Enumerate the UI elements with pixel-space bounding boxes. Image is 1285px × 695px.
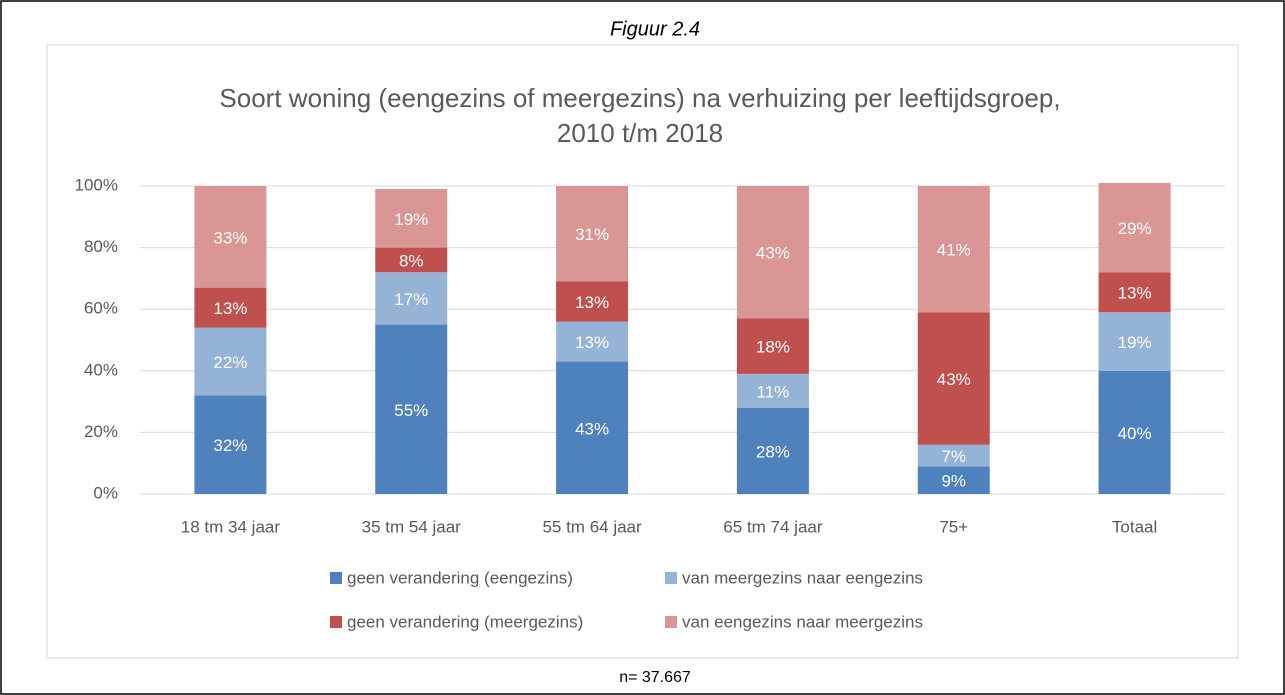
data-label: 13% — [575, 293, 609, 312]
bar-segment — [1098, 272, 1171, 313]
data-label: 8% — [399, 251, 424, 270]
data-label: 19% — [1118, 333, 1152, 352]
bar-segment — [194, 327, 267, 396]
bar-segment — [194, 287, 267, 328]
bar-segment — [1098, 370, 1171, 494]
data-label: 43% — [575, 419, 609, 438]
data-label: 41% — [937, 241, 971, 260]
legend-label: van meergezins naar eengezins — [682, 568, 923, 587]
bar-segment — [917, 312, 990, 445]
legend-label: van eengezins naar meergezins — [682, 612, 923, 631]
x-tick-label: Totaal — [1112, 517, 1157, 536]
data-label: 40% — [1118, 424, 1152, 443]
legend-swatch — [665, 616, 677, 628]
bar-segment — [375, 189, 448, 248]
data-label: 13% — [1118, 284, 1152, 303]
x-tick-label: 35 tm 54 jaar — [362, 517, 462, 536]
data-label: 22% — [213, 353, 247, 372]
legend-swatch — [665, 572, 677, 584]
y-tick-label: 100% — [75, 175, 118, 194]
bar-segment — [194, 186, 267, 288]
y-tick-label: 60% — [84, 299, 118, 318]
bar-segment — [1098, 312, 1171, 371]
bar-segment — [375, 247, 448, 273]
y-tick-label: 0% — [93, 483, 118, 502]
data-label: 31% — [575, 225, 609, 244]
bar-segment — [556, 361, 629, 494]
data-label: 32% — [213, 436, 247, 455]
x-tick-label: 75+ — [939, 517, 968, 536]
data-label: 29% — [1118, 219, 1152, 238]
figure-label: Figuur 2.4 — [610, 18, 700, 40]
data-label: 43% — [937, 370, 971, 389]
chart-title: 2010 t/m 2018 — [557, 118, 723, 148]
data-label: 13% — [213, 299, 247, 318]
legend-swatch — [330, 616, 342, 628]
chart-title: Soort woning (eengezins of meergezins) n… — [219, 83, 1060, 113]
data-label: 11% — [757, 382, 790, 401]
data-label: 18% — [756, 338, 790, 357]
data-label: 33% — [213, 228, 247, 247]
bar-segment — [556, 321, 629, 362]
y-tick-label: 20% — [84, 422, 118, 441]
data-label: 17% — [394, 290, 428, 309]
data-label: 55% — [394, 401, 428, 420]
x-tick-label: 55 tm 64 jaar — [542, 517, 642, 536]
bar-segment — [736, 186, 809, 319]
legend-swatch — [330, 572, 342, 584]
data-label: 19% — [394, 210, 428, 229]
data-label: 13% — [575, 333, 609, 352]
y-tick-label: 80% — [84, 237, 118, 256]
bar-segment — [556, 186, 629, 282]
data-label: 7% — [941, 447, 966, 466]
bar-segment — [375, 272, 448, 325]
data-label: 28% — [756, 442, 790, 461]
bar-segment — [375, 324, 448, 494]
bar-segment — [917, 186, 990, 313]
bar-segment — [917, 444, 990, 467]
data-label: 9% — [941, 472, 966, 491]
y-tick-label: 40% — [84, 360, 118, 379]
bar-segment — [556, 281, 629, 322]
bar-segment — [736, 373, 809, 408]
data-label: 43% — [756, 244, 790, 263]
legend-label: geen verandering (meergezins) — [347, 612, 583, 631]
bar-segment — [917, 466, 990, 494]
bar-segment — [736, 407, 809, 494]
bar-segment — [736, 318, 809, 374]
x-tick-label: 65 tm 74 jaar — [723, 517, 823, 536]
x-tick-label: 18 tm 34 jaar — [181, 517, 281, 536]
bar-segment — [194, 395, 267, 494]
note: n= 37.667 — [619, 669, 691, 686]
bar-segment — [1098, 182, 1171, 273]
legend-label: geen verandering (eengezins) — [347, 568, 573, 587]
